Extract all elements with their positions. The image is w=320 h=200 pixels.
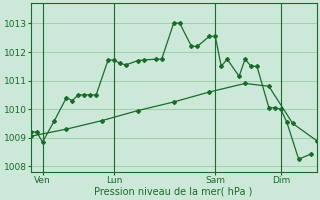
- X-axis label: Pression niveau de la mer( hPa ): Pression niveau de la mer( hPa ): [94, 187, 253, 197]
